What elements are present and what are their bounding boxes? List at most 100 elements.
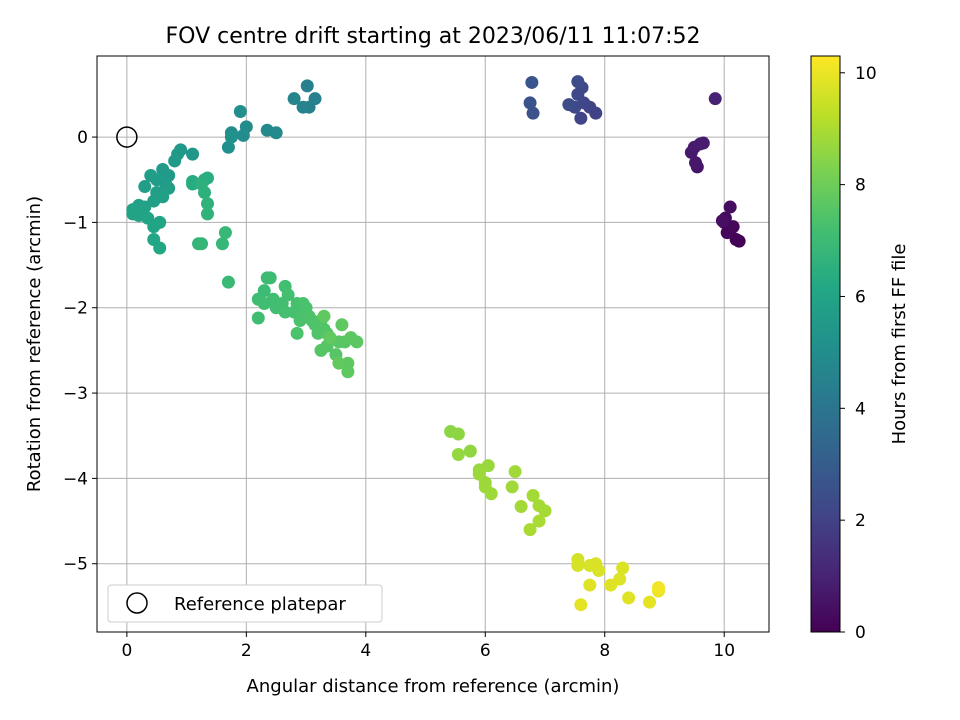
data-point [317,309,331,323]
data-point [215,237,229,251]
colorbar-tick-label: 4 [855,399,866,419]
colorbar-tick-label: 0 [855,623,866,643]
data-point [723,200,737,214]
data-point [708,92,722,106]
chart-title: FOV centre drift starting at 2023/06/11 … [166,24,701,49]
x-tick-label: 8 [599,641,610,661]
y-tick-label: −2 [63,299,88,319]
data-point [451,448,465,462]
data-point [144,168,158,182]
data-points [126,75,746,612]
plot-frame [96,55,770,633]
data-point [290,326,304,340]
data-point [281,288,295,302]
data-point [508,465,522,479]
data-point [350,335,364,349]
colorbar-tick-label: 10 [855,64,877,84]
data-point [260,271,274,285]
data-point [138,180,152,194]
x-axis-ticks: 0 2 4 6 8 10 [121,632,735,661]
data-point [505,480,519,494]
data-point [689,156,703,170]
data-point [224,130,238,144]
data-point [643,595,657,609]
data-point [514,500,528,514]
y-axis-ticks: 0 −1 −2 −3 −4 −5 [63,128,97,575]
data-point [201,207,215,221]
data-point [236,128,250,142]
y-tick-label: −5 [63,555,88,575]
data-point [651,581,665,595]
data-point [526,106,540,120]
data-point [451,427,465,441]
legend-label-reference: Reference platepar [174,594,346,615]
x-tick-label: 6 [480,641,491,661]
data-point [583,578,597,592]
legend-marker-reference [126,592,148,614]
data-point [186,177,200,191]
data-point [233,104,247,118]
data-point [198,186,212,200]
data-point [481,459,495,473]
data-point [562,98,576,112]
data-point [523,96,537,110]
data-point [278,305,292,319]
data-point [574,111,588,125]
x-tick-label: 0 [121,641,132,661]
data-point [251,311,265,325]
data-point [335,318,349,332]
data-point [341,365,355,379]
data-point [218,226,232,240]
data-point [604,578,618,592]
data-point [696,136,710,150]
gridlines [97,56,769,632]
colorbar-tick-label: 6 [855,287,866,307]
y-tick-label: −4 [63,469,88,489]
x-tick-label: 10 [713,641,735,661]
data-point [571,75,585,89]
y-tick-label: −3 [63,384,88,404]
colorbar-tick-label: 8 [855,176,866,196]
data-point [195,237,209,251]
data-point [221,275,235,289]
data-point [221,140,235,154]
colorbar-gradient [810,55,841,633]
data-point [168,154,182,168]
x-tick-label: 2 [241,641,252,661]
data-point [332,356,346,370]
legend: Reference platepar [107,584,383,623]
data-point [574,598,588,612]
reference-point [116,126,138,148]
data-point [186,147,200,161]
x-tick-label: 4 [360,641,371,661]
reference-marker [116,126,138,148]
data-point [526,488,540,502]
data-point [622,591,636,605]
y-tick-label: −1 [63,213,88,233]
data-point [715,214,729,228]
data-point [523,523,537,537]
data-point [153,241,167,255]
data-point [201,197,215,211]
colorbar-label: Hours from first FF file [889,244,910,445]
data-point [538,504,552,518]
x-axis-label: Angular distance from reference (arcmin) [247,676,620,697]
y-tick-label: 0 [77,128,88,148]
data-point [571,558,585,572]
data-point [269,126,283,140]
data-point [296,100,310,114]
data-point [300,79,314,93]
y-axis-label: Rotation from reference (arcmin) [24,196,45,492]
colorbar-ticks: 0 2 4 6 8 10 [840,64,877,643]
data-point [484,487,498,501]
data-point [153,215,167,229]
colorbar: 0 2 4 6 8 10 Hours from first FF file [810,55,910,643]
data-point [616,561,630,575]
colorbar-tick-label: 2 [855,511,866,531]
data-point [592,564,606,578]
data-point [532,514,546,528]
data-point [463,444,477,458]
legend-box [107,584,383,623]
data-point [287,92,301,106]
